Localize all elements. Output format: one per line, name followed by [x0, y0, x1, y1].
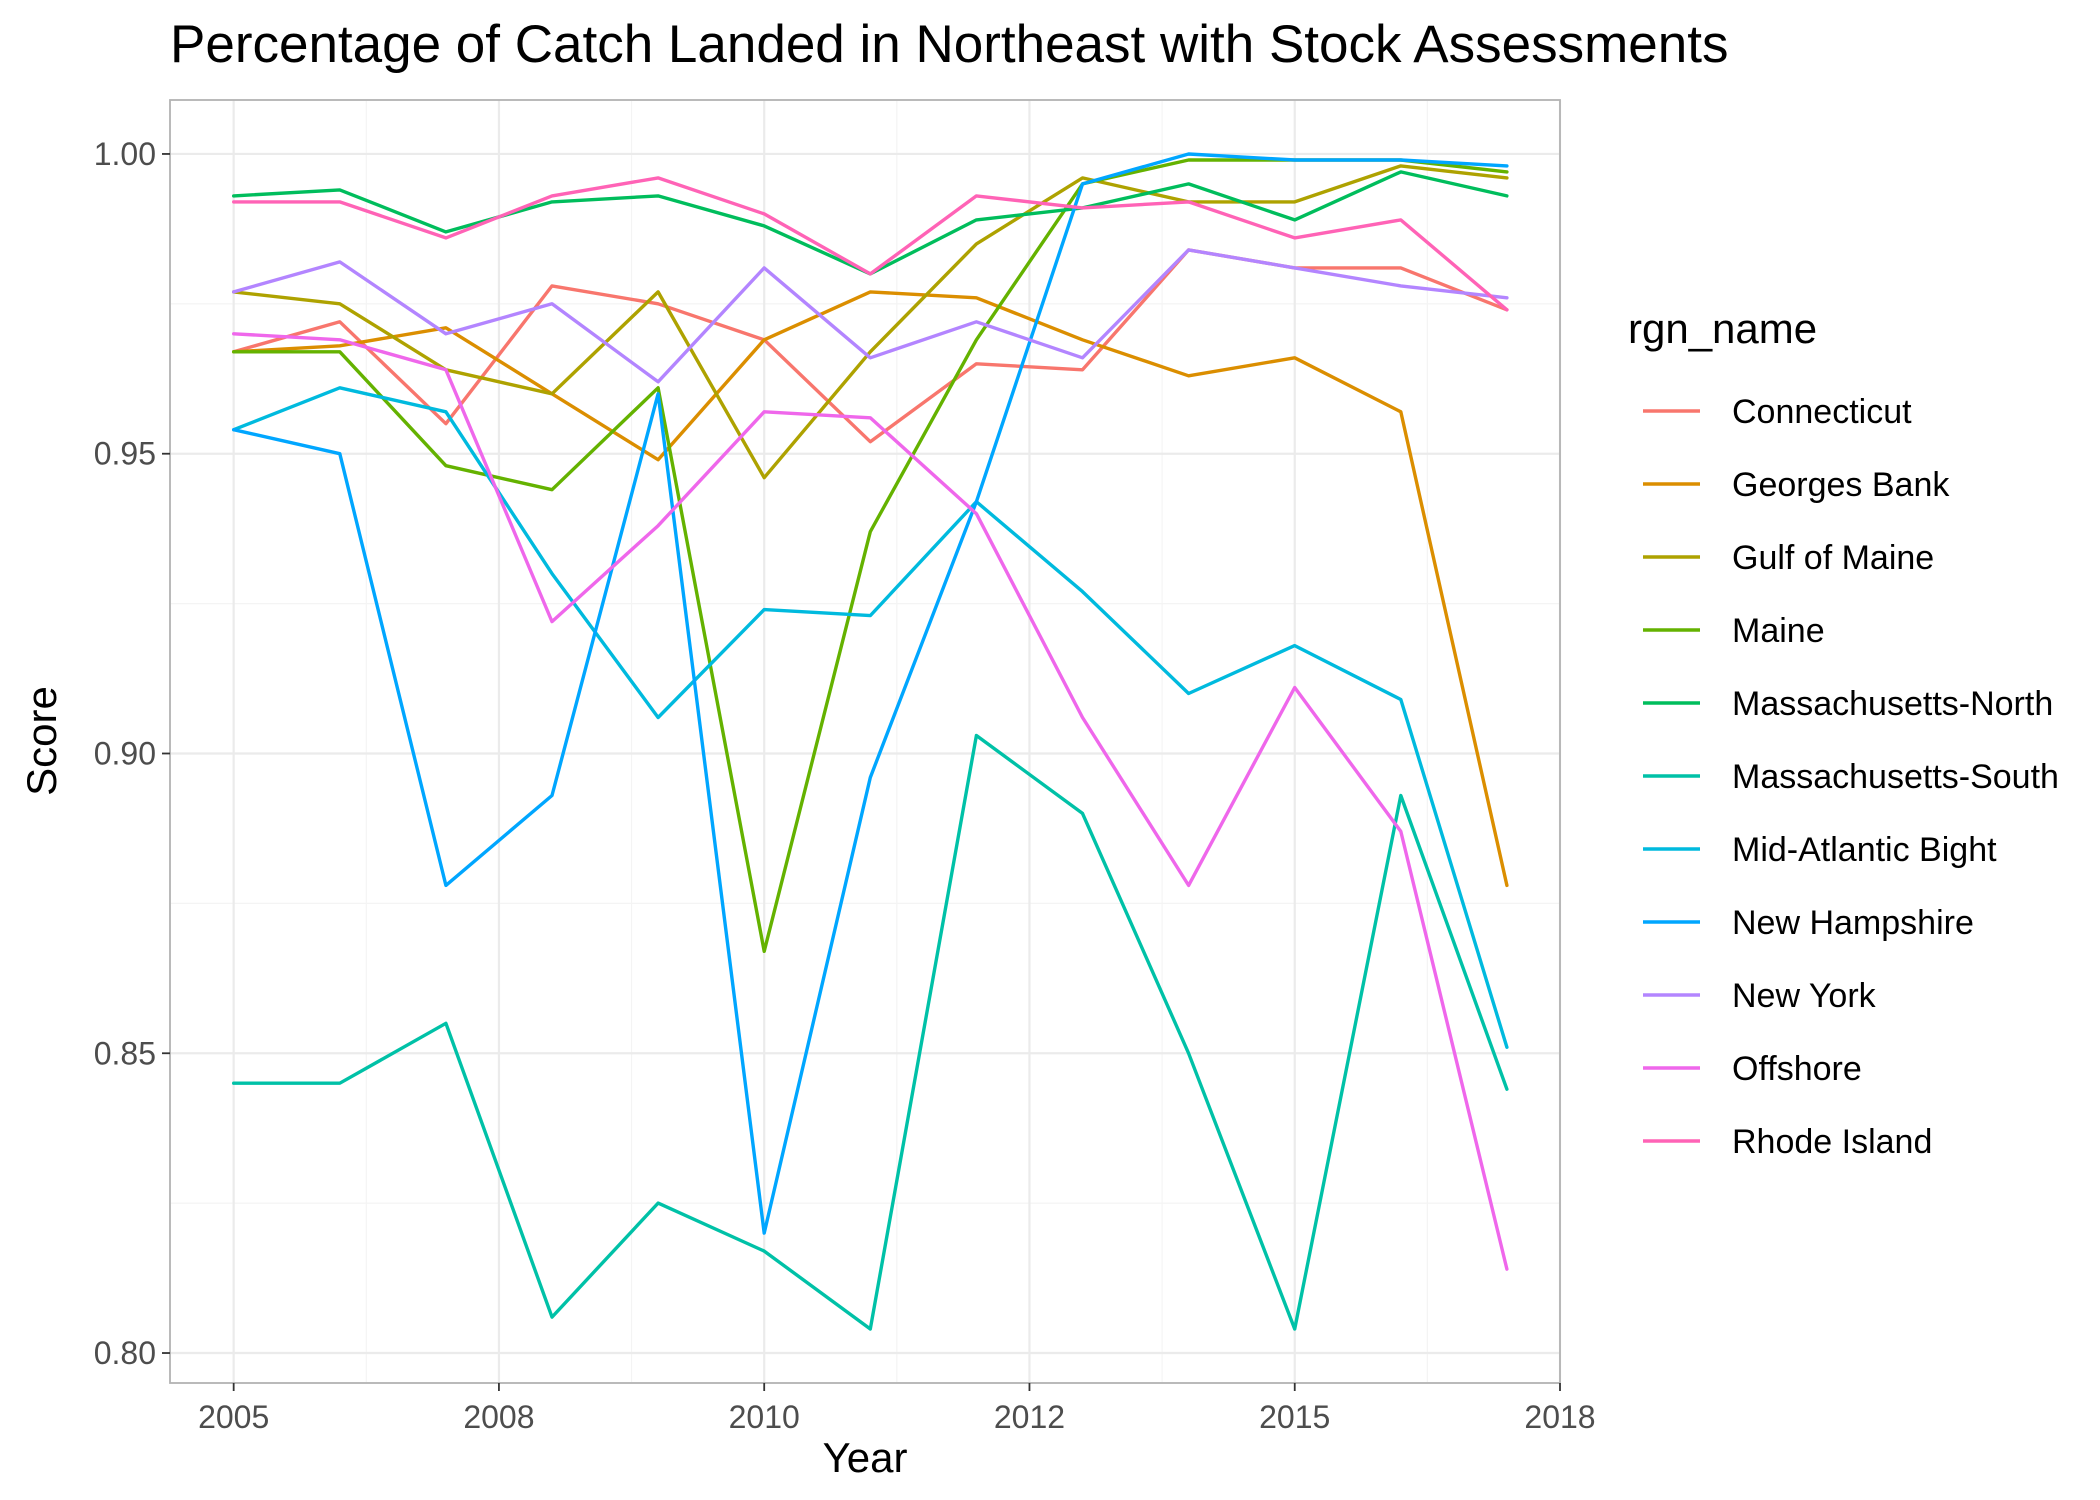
y-tick-label-1: 0.85 — [94, 1035, 156, 1071]
legend-item-connecticut: Connecticut — [1643, 393, 1912, 431]
legend-label-maine: Maine — [1732, 612, 1825, 650]
x-tick-label-1: 2008 — [463, 1399, 534, 1435]
y-axis-ticks: 0.80 0.85 0.90 0.95 1.00 — [94, 136, 170, 1371]
y-tick-label-3: 0.95 — [94, 436, 156, 472]
legend-item-new-york: New York — [1643, 977, 1877, 1015]
y-tick-label-4: 1.00 — [94, 136, 156, 172]
x-tick-label-0: 2005 — [198, 1399, 269, 1435]
series-line-massachusetts-south — [231, 733, 1509, 1331]
x-axis-title: Year — [823, 1434, 908, 1481]
legend-label-georges-bank: Georges Bank — [1732, 466, 1950, 504]
series-lines — [231, 152, 1509, 1331]
legend-item-massachusetts-north: Massachusetts-North — [1643, 685, 2053, 723]
x-tick-label-2: 2010 — [729, 1399, 800, 1435]
legend-label-offshore: Offshore — [1732, 1050, 1862, 1088]
legend-items: Connecticut Georges Bank Gulf of Maine Main… — [1643, 393, 2059, 1161]
y-tick-label-2: 0.90 — [94, 735, 156, 771]
y-axis-title: Score — [18, 686, 65, 796]
legend: rgn_name Connecticut Georges Bank Gulf of … — [1628, 305, 2059, 1161]
legend-label-mid-atlantic-bight: Mid-Atlantic Bight — [1732, 831, 1997, 869]
series-line-mid-atlantic-bight — [231, 386, 1509, 1050]
legend-item-new-hampshire: New Hampshire — [1643, 904, 1974, 942]
x-tick-label-5: 2018 — [1524, 1399, 1595, 1435]
minor-gridlines — [170, 100, 1560, 1383]
legend-item-offshore: Offshore — [1643, 1050, 1862, 1088]
chart-title: Percentage of Catch Landed in Northeast … — [170, 15, 1728, 74]
legend-item-mid-atlantic-bight: Mid-Atlantic Bight — [1643, 831, 1997, 869]
x-tick-label-3: 2012 — [994, 1399, 1065, 1435]
legend-label-massachusetts-south: Massachusetts-South — [1732, 758, 2059, 796]
legend-label-new-york: New York — [1732, 977, 1877, 1015]
legend-label-connecticut: Connecticut — [1732, 393, 1912, 431]
legend-item-gulf-of-maine: Gulf of Maine — [1643, 539, 1934, 577]
legend-label-rhode-island: Rhode Island — [1732, 1123, 1932, 1161]
y-tick-label-0: 0.80 — [94, 1335, 156, 1371]
legend-item-massachusetts-south: Massachusetts-South — [1643, 758, 2059, 796]
plot-panel-border — [169, 99, 1561, 1384]
series-line-new-york — [231, 248, 1509, 384]
legend-label-gulf-of-maine: Gulf of Maine — [1732, 539, 1934, 577]
x-tick-label-4: 2015 — [1259, 1399, 1330, 1435]
series-line-rhode-island — [231, 176, 1509, 312]
legend-item-maine: Maine — [1643, 612, 1825, 650]
major-gridlines — [170, 100, 1562, 1383]
series-line-new-hampshire — [231, 152, 1509, 1235]
legend-title: rgn_name — [1628, 305, 1817, 352]
legend-item-georges-bank: Georges Bank — [1643, 466, 1950, 504]
series-line-offshore — [231, 332, 1509, 1271]
x-axis-ticks: 2005 2008 2010 2012 2015 2018 — [198, 1383, 1596, 1435]
legend-label-massachusetts-north: Massachusetts-North — [1732, 685, 2053, 723]
legend-item-rhode-island: Rhode Island — [1643, 1123, 1932, 1161]
series-line-georges-bank — [231, 290, 1509, 888]
legend-label-new-hampshire: New Hampshire — [1732, 904, 1974, 942]
